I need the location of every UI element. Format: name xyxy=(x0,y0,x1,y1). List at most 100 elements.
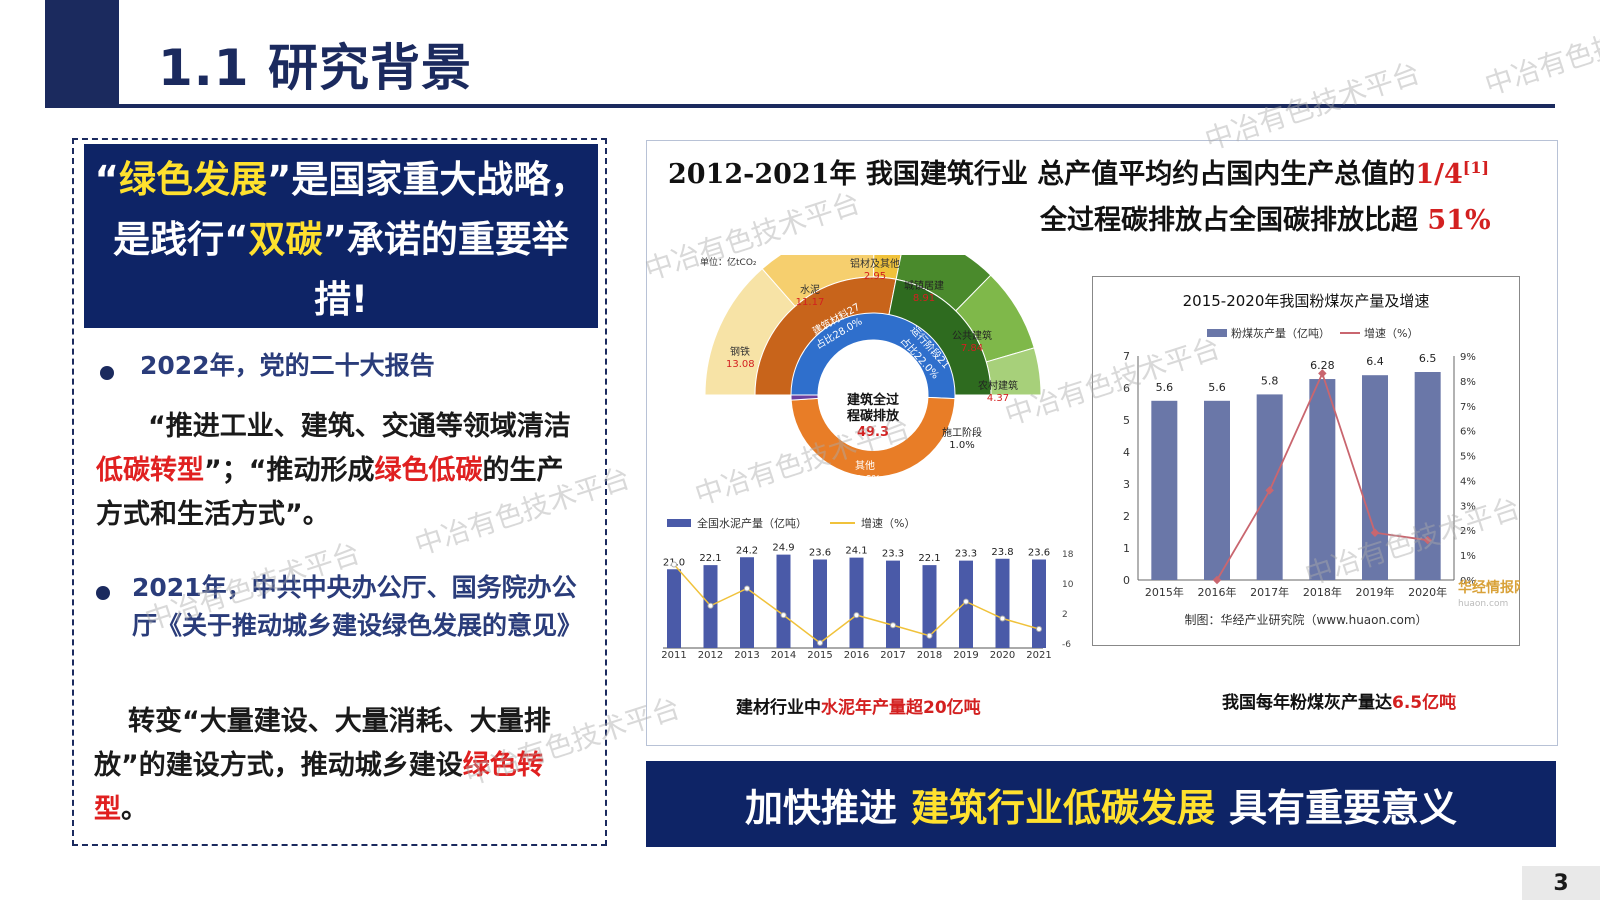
cement-growth-point xyxy=(1036,626,1042,632)
y2-tick-label: 8% xyxy=(1460,377,1476,388)
y2-tick-label: -6 xyxy=(1062,640,1071,650)
y-tick-label: 2 xyxy=(1123,510,1130,523)
policy-text-2021: 转变“大量建设、大量消耗、大量排放”的建设方式，推动城乡建设绿色转型。 xyxy=(94,700,584,832)
flyash-growth-point xyxy=(1318,369,1327,378)
flyash-chart-frame xyxy=(1092,276,1520,646)
cement-growth-point xyxy=(744,585,750,592)
legend-label-flyash: 粉煤灰产量（亿吨） xyxy=(1231,326,1330,340)
y2-tick-label: 3% xyxy=(1460,501,1476,512)
flyash-bar-label: 5.6 xyxy=(1208,381,1226,394)
legend-swatch-bar xyxy=(1207,329,1227,337)
x-tick-label: 2016年 xyxy=(1198,585,1237,599)
highlight-banner: “绿色发展”是国家重大战略，是践行“双碳”承诺的重要举措! xyxy=(84,144,598,328)
y2-tick-label: 5% xyxy=(1460,452,1476,463)
headline-text: 全过程碳排放占全国碳排放比超 xyxy=(1040,205,1428,236)
donut-outer-label-cement: 水泥 xyxy=(800,283,820,296)
cement-bar-label: 24.2 xyxy=(736,545,758,556)
flyash-bar xyxy=(1309,379,1336,580)
caption-text: 我国每年粉煤灰产量达 xyxy=(1222,693,1392,713)
bullet-dot xyxy=(96,586,110,600)
donut-outer-label-public: 公共建筑 xyxy=(952,329,992,342)
x-tick-label: 2017年 xyxy=(1250,585,1289,599)
cement-growth-point xyxy=(926,632,933,639)
donut-outer-value-cement: 11.17 xyxy=(796,297,825,308)
policy-text: 转变“大量建设、大量消耗、大量排放”的建设方式，推动城乡建设 xyxy=(94,706,551,781)
y2-tick-label: 1% xyxy=(1460,551,1476,562)
cement-bar-label: 22.1 xyxy=(699,553,721,564)
cement-bar-label: 23.3 xyxy=(882,549,904,560)
cement-bar-label: 24.1 xyxy=(845,546,867,557)
donut-outer-value-public: 7.84 xyxy=(961,343,983,354)
donut-outer-value-rural: 4.37 xyxy=(987,393,1009,404)
flyash-bar-label: 6.4 xyxy=(1366,355,1384,368)
donut-outer-value-urban: 8.91 xyxy=(913,293,935,304)
cement-bar-label: 23.6 xyxy=(1028,548,1050,559)
cement-growth-point xyxy=(999,615,1006,622)
quote-text: ”；“推动形成 xyxy=(204,455,375,486)
x-tick-label: 2021 xyxy=(1026,650,1051,661)
chart-panel-headline-2: 全过程碳排放占全国碳排放比超 51% xyxy=(1040,198,1491,237)
cement-growth-point xyxy=(671,561,677,568)
bullet-heading-2021: 2021年，中共中央办公厅、国务院办公厅《关于推动城乡建设绿色发展的意见》 xyxy=(132,573,583,640)
page-number: 3 xyxy=(1522,866,1600,900)
donut-slice-value-construction: 1.0% xyxy=(949,440,974,451)
cement-marks: 21.0201122.1201224.2201324.9201423.62015… xyxy=(661,543,1051,661)
x-tick-label: 2011 xyxy=(661,650,686,661)
donut-hole xyxy=(819,343,927,451)
y-tick-label: 7 xyxy=(1123,350,1130,363)
bullet-dot xyxy=(100,366,114,380)
donut-slice-label-other: 其他 xyxy=(855,459,875,472)
flyash-bar-label: 6.5 xyxy=(1419,352,1437,365)
cement-bar xyxy=(849,557,864,648)
banner-keyword-green-development: 绿色发展 xyxy=(119,158,267,201)
x-tick-label: 2019 xyxy=(953,650,978,661)
cement-output-chart: 全国水泥产量（亿吨） 增速（%） 21.0201122.1201224.2201… xyxy=(661,516,1074,661)
policy-text: 。 xyxy=(121,794,148,825)
flyash-growth-point xyxy=(1265,486,1274,495)
legend-label-growth: 增速（%） xyxy=(861,516,915,530)
x-tick-label: 2020 xyxy=(990,650,1015,661)
cement-growth-point xyxy=(853,612,860,619)
cement-bar-label: 24.9 xyxy=(772,543,794,554)
x-tick-label: 2015 xyxy=(807,650,832,661)
donut-slice-label-construction: 施工阶段 xyxy=(942,426,982,439)
watermark: 中冶有色技术平台 xyxy=(1480,1,1600,102)
left-content-frame xyxy=(72,138,607,846)
flyash-output-chart: 2015-2020年我国粉煤灰产量及增速 粉煤灰产量（亿吨） 增速（%） 0 1 2… xyxy=(1092,276,1520,646)
donut-rings xyxy=(704,255,1042,478)
donut-slice-value-other: 48.6% xyxy=(849,474,881,485)
headline-value-red: 1/4 xyxy=(1415,159,1463,190)
y-tick-label: 0 xyxy=(1123,574,1130,587)
quote-text: 的生产方式和生活方式”。 xyxy=(96,455,564,530)
donut-outer-label-urban: 城镇居建 xyxy=(904,279,944,292)
x-tick-label: 2017 xyxy=(880,650,905,661)
flyash-caption: 我国每年粉煤灰产量达6.5亿吨 xyxy=(1222,688,1456,713)
flyash-marks: 5.6 2015年 5.6 2016年 5.8 2017年 6.28 2018年 6.4 2019… xyxy=(1145,352,1447,599)
header-accent-bar xyxy=(45,0,119,108)
cement-bar-label: 23.3 xyxy=(955,549,977,560)
flyash-bar-label: 5.6 xyxy=(1156,381,1174,394)
cement-bar-label: 23.8 xyxy=(991,547,1013,558)
cement-growth-point xyxy=(890,622,896,629)
x-tick-label: 2018年 xyxy=(1303,585,1342,599)
cement-bar xyxy=(667,569,681,648)
x-tick-label: 2016 xyxy=(844,650,869,661)
cement-bar-label: 22.1 xyxy=(918,553,940,564)
y2-tick-label: 0% xyxy=(1460,576,1476,587)
y-tick-label: 6 xyxy=(1123,382,1130,395)
quote-keyword-red: 绿色低碳 xyxy=(374,455,483,486)
caption-highlight: 6.5亿吨 xyxy=(1392,693,1457,713)
y2-tick-label: 18 xyxy=(1062,550,1074,560)
x-tick-label: 2018 xyxy=(917,650,942,661)
cement-growth-point xyxy=(817,639,823,646)
donut-outer-label-steel: 钢铁 xyxy=(730,345,750,358)
quote-text: “推进工业、建筑、交通等领域清洁 xyxy=(148,411,571,442)
donut-unit-label: 单位：亿tCO₂ xyxy=(700,256,757,268)
bullet-heading-2022: 2022年，党的二十大报告 xyxy=(140,351,435,380)
donut-outer-value-aluminum: 2.95 xyxy=(864,271,886,282)
x-tick-label: 2019年 xyxy=(1356,585,1395,599)
cement-bar xyxy=(813,559,827,648)
policy-keyword-red: 绿色转型 xyxy=(94,750,544,825)
source-logo: 华经情报网 xyxy=(1458,579,1520,596)
flyash-bar-label: 5.8 xyxy=(1261,374,1279,387)
